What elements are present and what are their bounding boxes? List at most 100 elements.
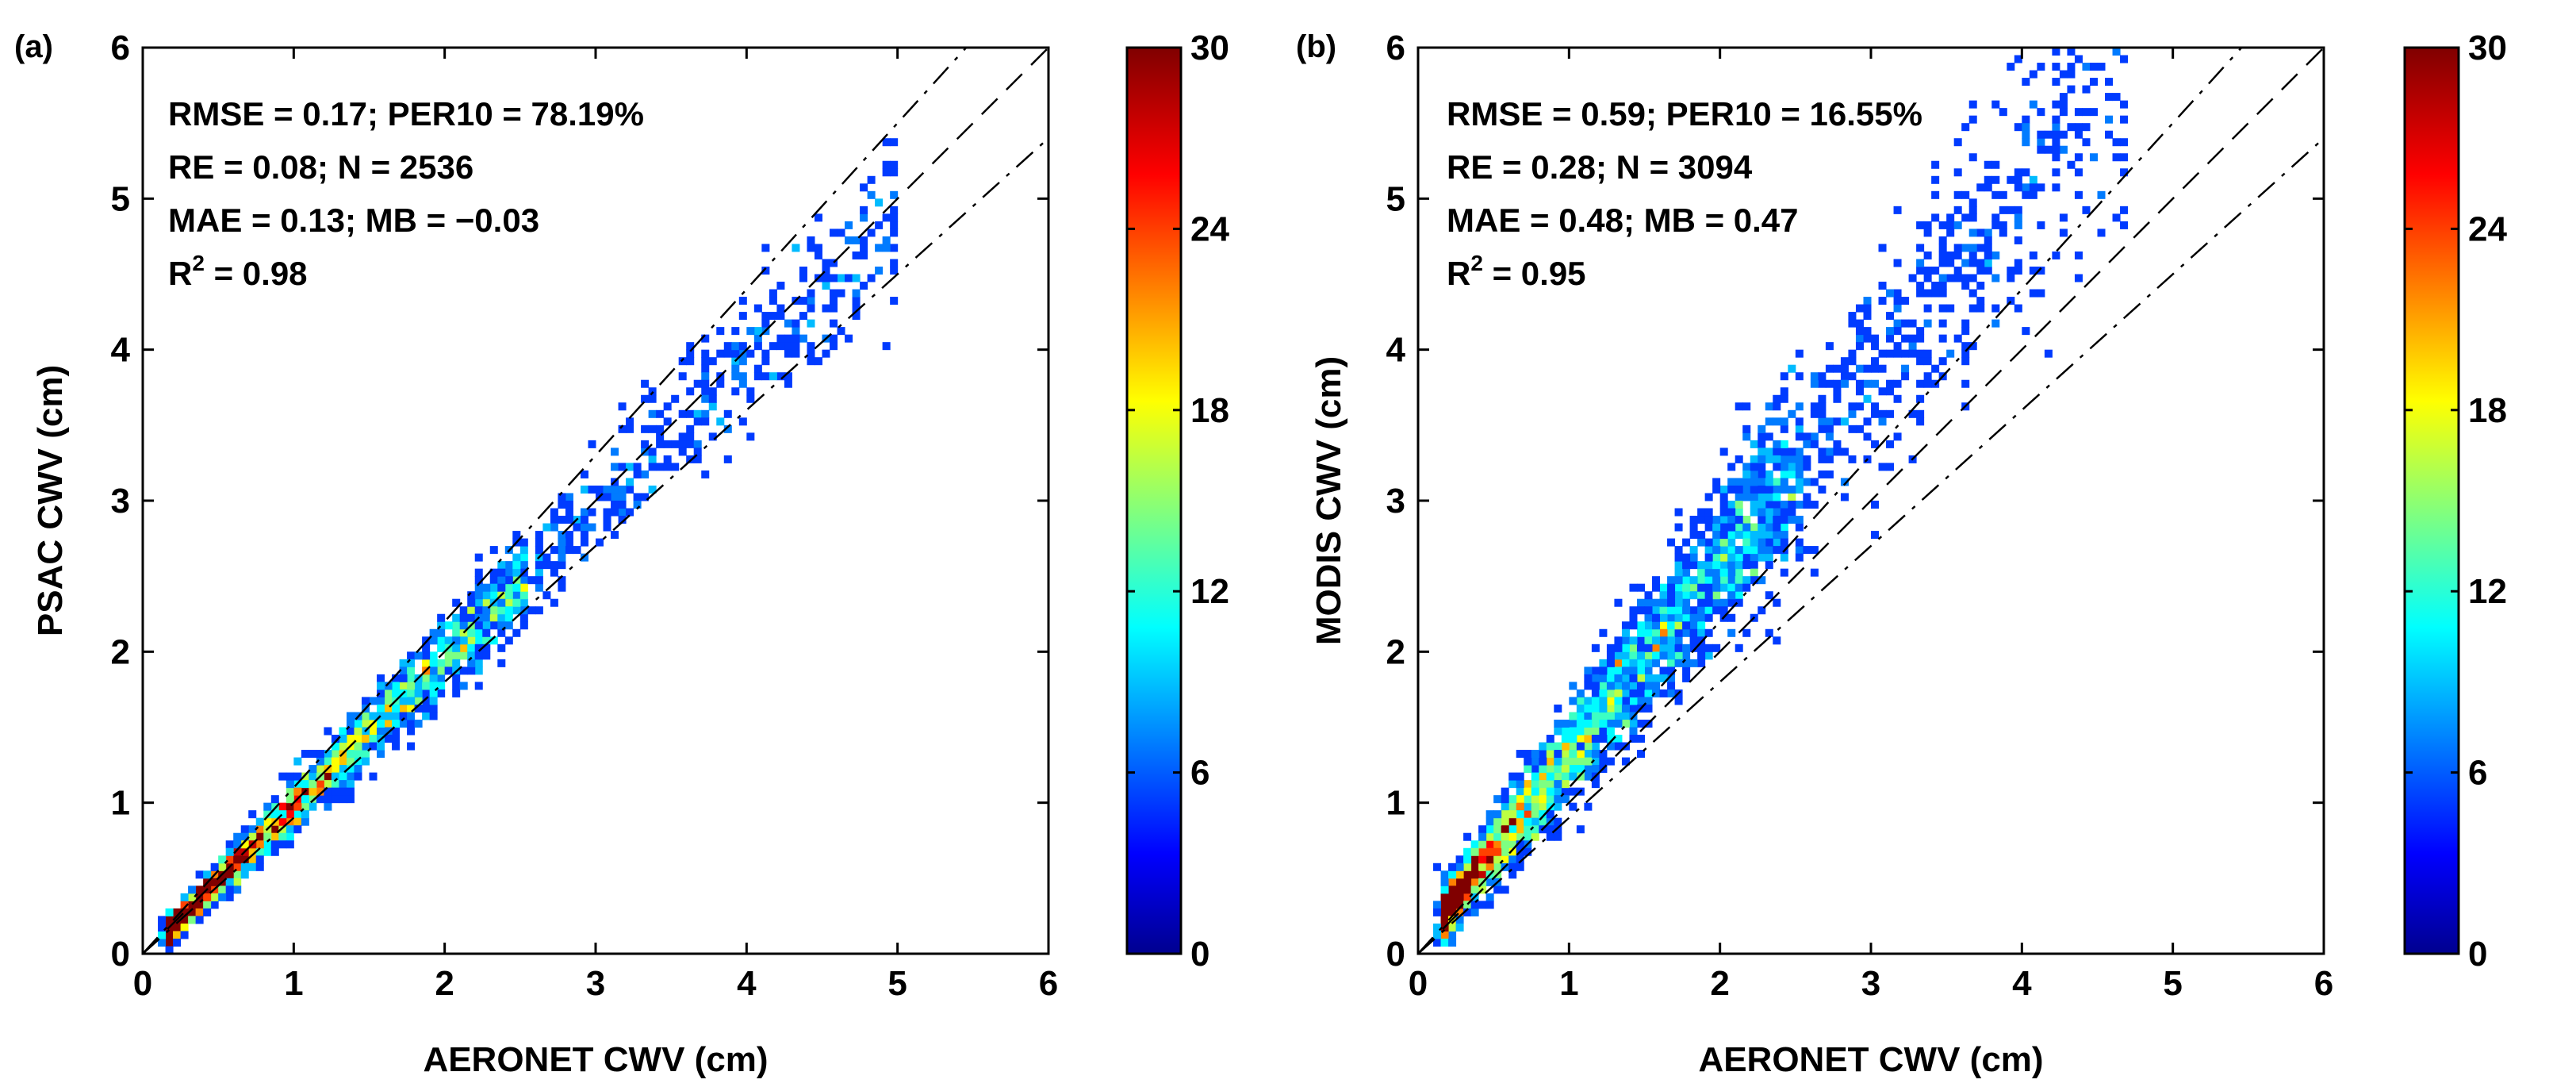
panel-b-point-226: [1938, 244, 1947, 252]
panel-b-point-516: [2014, 266, 2022, 275]
panel-a-point-467: [648, 463, 657, 471]
panel-b-point-58: [1961, 327, 1970, 336]
panel-b-point-321: [1524, 795, 1532, 804]
panel-b-point-132: [1765, 516, 1773, 524]
panel-b-point-909: [1848, 357, 1857, 366]
panel-b-point-837: [1976, 297, 1985, 305]
panel-b-point-901: [1961, 244, 1970, 252]
panel-b-point-988: [1524, 750, 1532, 759]
panel-b-point-310: [1735, 553, 1743, 562]
panel-a-point-490: [384, 682, 393, 690]
panel-b-point-896: [2120, 55, 2129, 63]
panel-a-point-198: [188, 916, 197, 924]
panel-a-point-158: [429, 659, 438, 667]
panel-b-point-364: [1855, 424, 1864, 433]
panel-b-point-653: [1712, 538, 1721, 547]
panel-b-point-990: [2014, 236, 2022, 244]
panel-b-point-101: [1863, 327, 1872, 336]
panel-a-point-191: [255, 840, 264, 849]
panel-a-point-404: [558, 553, 566, 562]
panel-a-point-479: [890, 244, 899, 252]
panel-a-point-443: [663, 440, 672, 448]
panel-a-point-186: [875, 221, 884, 229]
panel-b-point-462: [1576, 765, 1585, 774]
panel-a-point-580: [346, 780, 355, 789]
panel-a-reference-lines: [142, 47, 1049, 955]
panel-b-point-612: [1614, 636, 1623, 645]
panel-b-point-883: [1991, 160, 2000, 169]
panel-b-point-467: [1735, 455, 1743, 463]
panel-b-point-648: [1780, 417, 1788, 426]
panel-a-point-323: [738, 312, 747, 321]
panel-a-point-659: [565, 546, 573, 555]
panel-a-point-704: [309, 750, 317, 759]
panel-b-point-832: [1923, 304, 1932, 313]
panel-a-point-449: [890, 229, 899, 237]
panel-b-point-440: [1810, 409, 1819, 418]
panel-b-point-919: [1448, 862, 1457, 871]
panel-b-point-77: [1961, 349, 1970, 358]
panel-b-point-701: [1704, 591, 1713, 600]
panel-b-point-481: [1440, 878, 1449, 886]
panel-b-point-865: [1810, 402, 1819, 411]
panel-a-point-331: [776, 312, 785, 321]
panel-b-point-944: [1946, 213, 1955, 222]
panel-b-point-861: [1871, 501, 1880, 509]
panel-b-point-319: [1516, 817, 1524, 826]
panel-b-point-350: [1636, 643, 1645, 652]
panel-a-point-603: [618, 516, 627, 524]
panel-b-point-86: [1485, 810, 1494, 819]
panel-b-point-118: [1629, 682, 1638, 690]
panel-b-point-200: [1652, 576, 1661, 585]
panel-b-point-421: [1765, 501, 1773, 509]
panel-b-point-419: [1758, 523, 1766, 532]
panel-a-point-305: [504, 583, 513, 592]
panel-a-point-473: [701, 394, 710, 403]
panel-b-point-867: [1976, 244, 1985, 252]
panel-b-point-632: [1712, 643, 1721, 652]
panel-b-point-279: [1758, 448, 1766, 456]
panel-b-point-489: [1750, 546, 1758, 555]
panel-a-point-507: [799, 266, 807, 275]
panel-b-point-676: [1508, 810, 1517, 819]
panel-b-point-62: [1765, 470, 1773, 478]
panel-a-point-509: [399, 712, 408, 720]
panel-b-point-227: [1614, 735, 1623, 743]
panel-a-point-47: [830, 297, 838, 305]
panel-b-point-526: [1946, 274, 1955, 282]
panel-a-point-725: [324, 727, 332, 736]
panel-b-point-561: [1742, 478, 1751, 486]
panel-a-point-403: [753, 334, 762, 343]
panel-a-point-254: [414, 682, 423, 690]
panel-b-point-365: [1758, 432, 1766, 441]
panel-b-point-7: [1455, 908, 1464, 916]
panel-a-point-410: [519, 538, 528, 547]
panel-a-point-215: [339, 742, 347, 751]
panel-b-point-201: [1682, 576, 1691, 585]
panel-b-point-1071: [2037, 266, 2045, 275]
panel-a-point-492: [188, 885, 197, 894]
panel-a-point-493: [693, 409, 702, 418]
panel-b-point-270: [1599, 674, 1608, 682]
panel-b-point-205: [1810, 372, 1819, 381]
panel-b-point-213: [1758, 493, 1766, 501]
panel-b-point-51: [1493, 862, 1502, 871]
panel-a-point-585: [489, 546, 498, 555]
panel-b-point-1019: [1908, 409, 1917, 418]
panel-b-point-661: [1938, 274, 1947, 282]
panel-b-point-102: [1886, 334, 1895, 343]
panel-b-point-269: [1569, 735, 1577, 743]
panel-a-point-196: [240, 825, 249, 834]
panel-a-point-93: [339, 765, 347, 774]
panel-b-point-1078: [2007, 266, 2015, 275]
panel-a-point-726: [701, 379, 710, 388]
panel-b-point-984: [1916, 282, 1925, 290]
panel-b-reference-lines: [1417, 47, 2325, 955]
panel-a-point-442: [369, 742, 378, 751]
panel-b-point-117: [1516, 832, 1524, 841]
panel-b-point-531: [2007, 175, 2015, 184]
panel-a-point-692: [769, 372, 777, 381]
panel-a-point-563: [550, 568, 558, 577]
panel-b-point-198: [1621, 712, 1630, 720]
panel-a-point-587: [769, 297, 777, 305]
